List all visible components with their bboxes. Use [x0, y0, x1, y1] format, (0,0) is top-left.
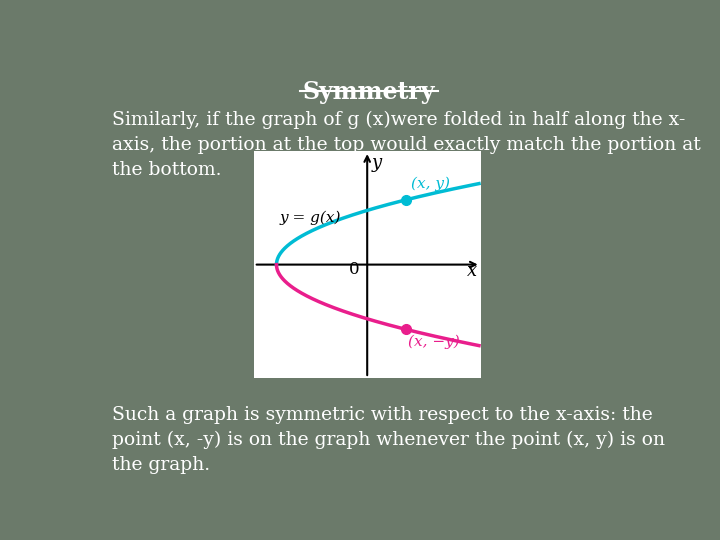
- Text: Such a graph is symmetric with respect to the x-axis: the
point (x, -y) is on th: Such a graph is symmetric with respect t…: [112, 406, 665, 474]
- Text: y = g(x): y = g(x): [279, 211, 341, 226]
- Text: 0: 0: [348, 261, 359, 278]
- Text: Symmetry: Symmetry: [302, 80, 436, 104]
- Text: Similarly, if the graph of g (x)were folded in half along the x-
axis, the porti: Similarly, if the graph of g (x)were fol…: [112, 111, 701, 179]
- Text: (x, −y): (x, −y): [408, 334, 459, 349]
- Text: x: x: [467, 262, 477, 280]
- Text: (x, y): (x, y): [411, 177, 450, 192]
- Text: y: y: [372, 154, 382, 172]
